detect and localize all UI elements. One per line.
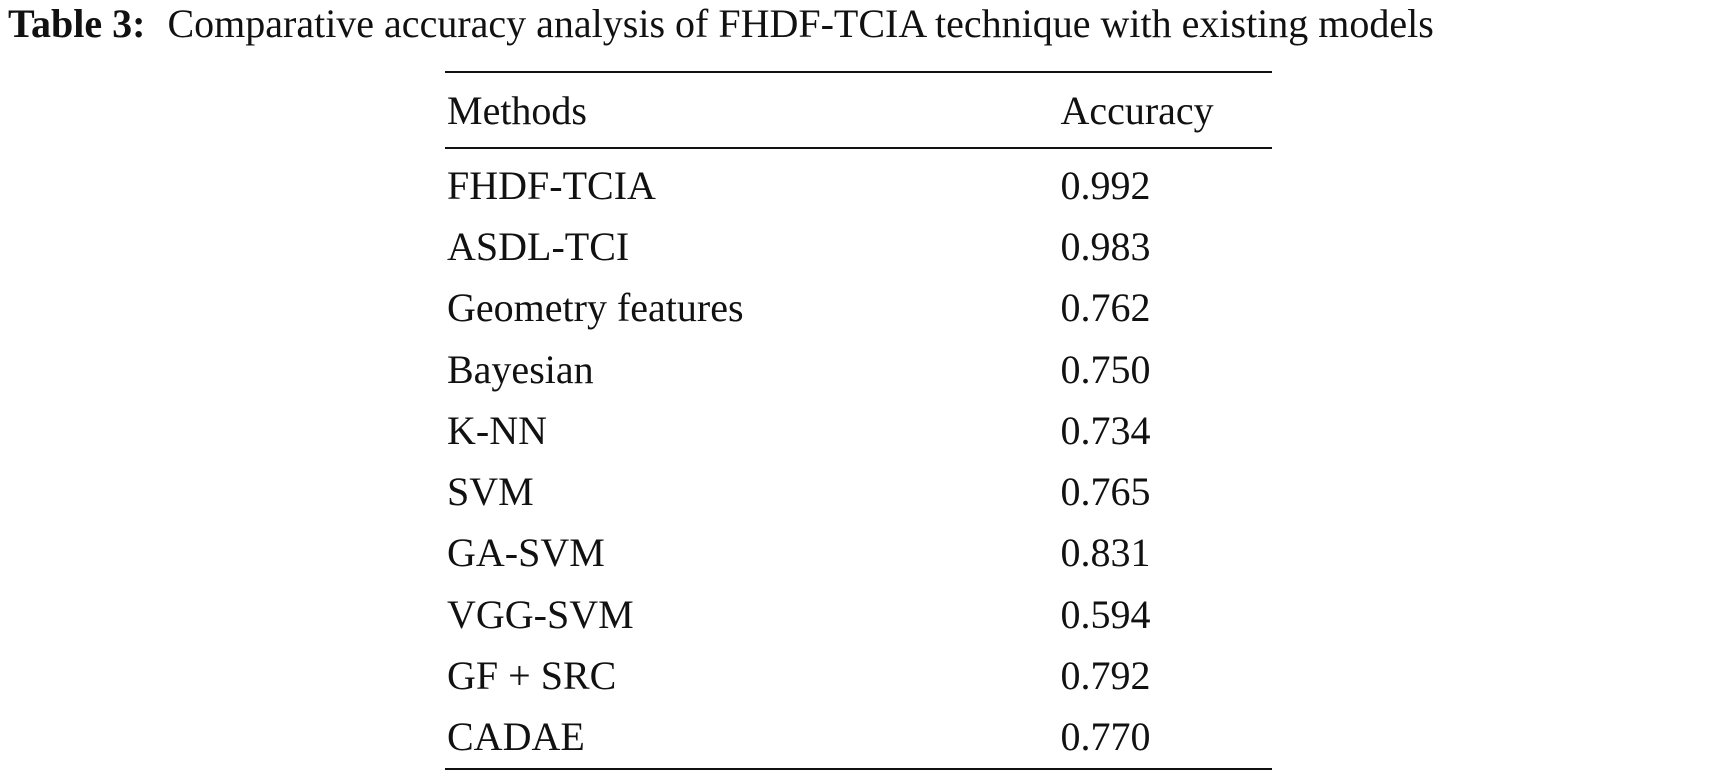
method-cell: FHDF-TCIA [447, 162, 656, 208]
table-caption: Table 3: Comparative accuracy analysis of… [8, 0, 1719, 48]
method-cell: CADAE [445, 706, 1059, 770]
accuracy-cell: 0.750 [1060, 346, 1151, 392]
table-row: SVM 0.765 [445, 461, 1272, 522]
header-row: Methods Accuracy [445, 71, 1272, 149]
table-row: Bayesian 0.750 [445, 339, 1272, 400]
accuracy-cell: 0.831 [1060, 530, 1151, 576]
caption-text: Comparative accuracy analysis of FHDF-TC… [167, 1, 1434, 46]
table-header: Methods Accuracy [445, 71, 1272, 149]
accuracy-table: Methods Accuracy FHDF-TCIA 0.992 ASDL-TC… [445, 71, 1272, 770]
accuracy-cell: 0.992 [1060, 162, 1151, 208]
accuracy-cell: 0.594 [1060, 591, 1151, 637]
caption-label: Table 3: [8, 1, 146, 46]
header-accuracy: Accuracy [1058, 71, 1272, 149]
table-row: GF + SRC 0.792 [445, 645, 1272, 706]
method-cell: GA-SVM [447, 530, 605, 576]
accuracy-cell: 0.762 [1060, 285, 1151, 331]
table-row: FHDF-TCIA 0.992 [445, 148, 1272, 216]
method-cell: GF + SRC [447, 653, 617, 699]
table-row: CADAE 0.770 [445, 706, 1272, 770]
table-row: ASDL-TCI 0.983 [445, 216, 1272, 277]
table-row: Geometry features 0.762 [445, 278, 1272, 339]
method-cell: K-NN [447, 407, 547, 453]
table-row: VGG-SVM 0.594 [445, 584, 1272, 645]
method-cell: VGG-SVM [447, 591, 634, 637]
accuracy-cell: 0.765 [1060, 469, 1151, 515]
method-cell: Bayesian [447, 346, 594, 392]
accuracy-cell: 0.983 [1060, 223, 1151, 269]
accuracy-table-container: Methods Accuracy FHDF-TCIA 0.992 ASDL-TC… [445, 71, 1272, 770]
table-row: GA-SVM 0.831 [445, 523, 1272, 584]
accuracy-cell: 0.792 [1060, 653, 1151, 699]
header-methods: Methods [445, 71, 1059, 149]
accuracy-cell: 0.734 [1060, 407, 1151, 453]
method-cell: ASDL-TCI [447, 223, 630, 269]
table-row: K-NN 0.734 [445, 400, 1272, 461]
method-cell: SVM [447, 469, 534, 515]
accuracy-cell: 0.770 [1058, 706, 1272, 770]
table-body: FHDF-TCIA 0.992 ASDL-TCI 0.983 Geometry … [445, 148, 1272, 770]
method-cell: Geometry features [447, 285, 744, 331]
